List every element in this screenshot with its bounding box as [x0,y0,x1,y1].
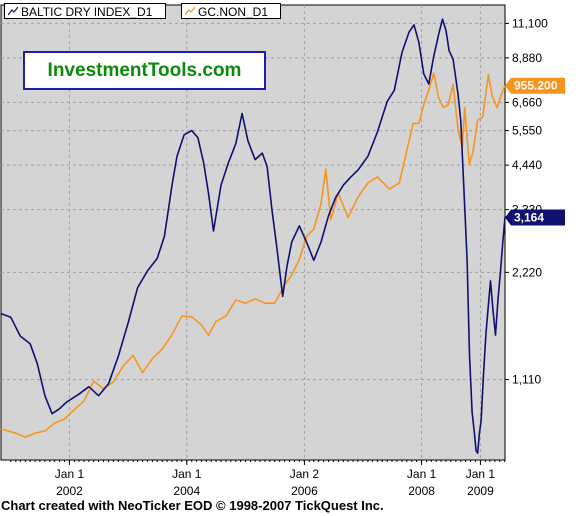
x-tick-label-year: 2009 [467,484,494,498]
x-tick-label: Jan 1 [172,467,202,481]
x-tick-label: Jan 1 [55,467,85,481]
series-layer [0,18,506,454]
last-value-markers: 3,164 955.200 [505,77,565,226]
last-value-gold-text: 955.200 [514,79,558,93]
y-tick-label: 8,880 [512,51,542,65]
series-line-baltic [0,18,506,454]
x-tick-label-year: 2002 [56,484,83,498]
y-tick-label: 2,220 [512,265,542,279]
legend-label-baltic: BALTIC DRY INDEX_D1 [21,5,153,19]
x-tick-label-year: 2006 [291,484,318,498]
x-tick-label-year: 2004 [173,484,200,498]
y-tick-label: 1,110 [512,373,541,387]
line-series-icon [185,6,195,16]
legend-label-gold: GC.NON_D1 [198,5,269,19]
x-tick-label: Jan 1 [407,467,437,481]
last-value-baltic: 3,164 [505,209,565,226]
x-tick-label-year: 2008 [408,484,435,498]
legend-item-gold: GC.NON_D1 [181,3,281,19]
line-series-icon [8,6,18,16]
y-tick-label: 5,550 [512,124,542,138]
x-tick-label: Jan 2 [290,467,320,481]
series-line-gold [0,72,506,439]
legend-item-baltic: BALTIC DRY INDEX_D1 [4,3,166,19]
last-value-baltic-shape [505,209,565,226]
last-value-gold-shape [505,77,565,94]
y-tick-label: 4,440 [512,158,542,172]
x-tick-label: Jan 1 [466,467,496,481]
y-tick-label: 6,660 [512,95,542,109]
footer-credit: Chart created with NeoTicker EOD © 1998-… [1,498,384,513]
brand-logo: InvestmentTools.com [23,51,266,90]
last-value-baltic-text: 3,164 [514,211,544,225]
axis-labels: 11,1008,8806,6605,5504,4403,3302,2201,11… [10,16,548,498]
last-value-gold: 955.200 [505,77,565,94]
y-tick-label: 11,100 [512,16,548,30]
grid-lines [1,5,505,460]
